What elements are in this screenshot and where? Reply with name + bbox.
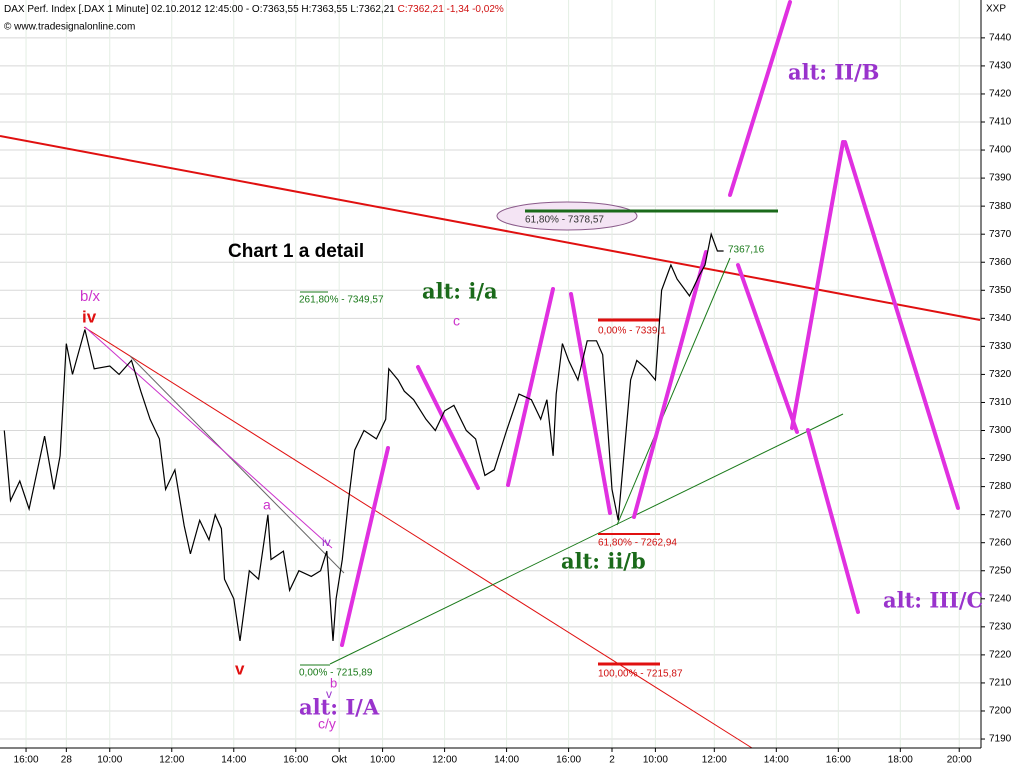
annotation: v: [326, 687, 332, 701]
drawings: [0, 0, 981, 749]
x-tick-label: 10:00: [370, 755, 395, 766]
fib-label: 0,00% - 7339,1: [598, 326, 666, 337]
fib-label: 261,80% - 7349,57: [299, 295, 384, 306]
x-tick-label: 14:00: [221, 755, 246, 766]
y-tick-label: 7430: [989, 61, 1012, 72]
y-tick-label: 7390: [989, 173, 1012, 184]
fib-label: 100,00% - 7215,87: [598, 669, 683, 680]
annotation: alt: ii/b: [561, 549, 646, 574]
grid: [0, 0, 980, 748]
header: DAX Perf. Index [.DAX 1 Minute] 02.10.20…: [4, 4, 504, 15]
x-tick-label: 20:00: [947, 755, 972, 766]
y-tick-label: 7220: [989, 650, 1012, 661]
annotation: c/y: [318, 716, 336, 732]
trend-line: [616, 257, 731, 526]
y-tick-label: 7250: [989, 565, 1012, 576]
annotations: Chart 1 a detail alt: i/a alt: ii/b alt:…: [80, 60, 983, 732]
fib-label: 0,00% - 7215,89: [299, 668, 373, 679]
y-tick-label: 7400: [989, 145, 1012, 156]
x-tick-label: 14:00: [764, 755, 789, 766]
y-tick-label: 7320: [989, 369, 1012, 380]
x-tick-label: 16:00: [14, 755, 39, 766]
y-tick-label: 7190: [989, 734, 1012, 745]
source: © www.tradesignalonline.com: [4, 22, 135, 33]
price-line: [3, 232, 724, 641]
subtitle: C:7362,21 -1,34 -0,02%: [398, 4, 504, 15]
x-tick-label: 14:00: [494, 755, 519, 766]
y-tick-label: 7340: [989, 313, 1012, 324]
annotation: a: [263, 497, 271, 513]
trend-line: [83, 326, 753, 749]
x-tick-label: 2: [609, 755, 615, 766]
annotation: iv: [322, 535, 331, 549]
y-tick-label: 7350: [989, 285, 1012, 296]
title: DAX Perf. Index [.DAX 1 Minute] 02.10.20…: [4, 4, 395, 15]
y-tick-label: 7330: [989, 341, 1012, 352]
y-tick-label: 7210: [989, 678, 1012, 689]
x-tick-label: 12:00: [159, 755, 184, 766]
x-tick-label: 18:00: [888, 755, 913, 766]
x-tick-label: 16:00: [556, 755, 581, 766]
x-tick-label: 16:00: [826, 755, 851, 766]
x-tick-label: 12:00: [432, 755, 457, 766]
x-tick-label: 12:00: [702, 755, 727, 766]
y-tick-label: 7270: [989, 509, 1012, 520]
wave-lines: [340, 0, 960, 647]
highlight: [496, 201, 638, 231]
annotation: b: [330, 675, 337, 690]
annotation: Chart 1 a detail: [228, 241, 364, 262]
annotation: alt: II/B: [788, 60, 879, 85]
y-tick-label: 7230: [989, 621, 1012, 632]
y-tick-label: 7260: [989, 537, 1012, 548]
y-tick-label: 7420: [989, 89, 1012, 100]
y-tick-label: 7310: [989, 397, 1012, 408]
trend-line: [84, 326, 333, 549]
trend-line: [129, 355, 345, 574]
trend-line: [329, 413, 844, 665]
y-tick-label: 7380: [989, 201, 1012, 212]
annotation: alt: I/A: [299, 695, 380, 720]
x-tick-label: 16:00: [283, 755, 308, 766]
annotation: v: [235, 659, 245, 678]
y-tick-label: 7240: [989, 593, 1012, 604]
annotation: alt: III/C: [883, 588, 983, 613]
y-tick-label: 7360: [989, 257, 1012, 268]
y-tick-label: 7440: [989, 33, 1012, 44]
y-tick-label: 7290: [989, 453, 1012, 464]
price-label: 7367,16: [728, 245, 765, 256]
y-tick-label: 7300: [989, 425, 1012, 436]
y-tick-label: 7370: [989, 229, 1012, 240]
plot: [3, 232, 724, 641]
x-tick-label: 10:00: [643, 755, 668, 766]
fib-label: 61,80% - 7378,57: [525, 215, 604, 226]
x-tick-label: 10:00: [97, 755, 122, 766]
y-tick-label: 7410: [989, 117, 1012, 128]
annotation: b/x: [80, 288, 101, 305]
y-tick-label: 7200: [989, 706, 1012, 717]
fib-label: 61,80% - 7262,94: [598, 538, 677, 549]
annotation: c: [453, 313, 460, 329]
annotation: alt: i/a: [422, 279, 498, 304]
y-tick-label: 7280: [989, 481, 1012, 492]
annotation: iv: [82, 307, 97, 326]
x-tick-label: Okt: [331, 755, 347, 766]
axis-label: XXP: [986, 4, 1006, 15]
x-tick-label: 28: [61, 755, 73, 766]
